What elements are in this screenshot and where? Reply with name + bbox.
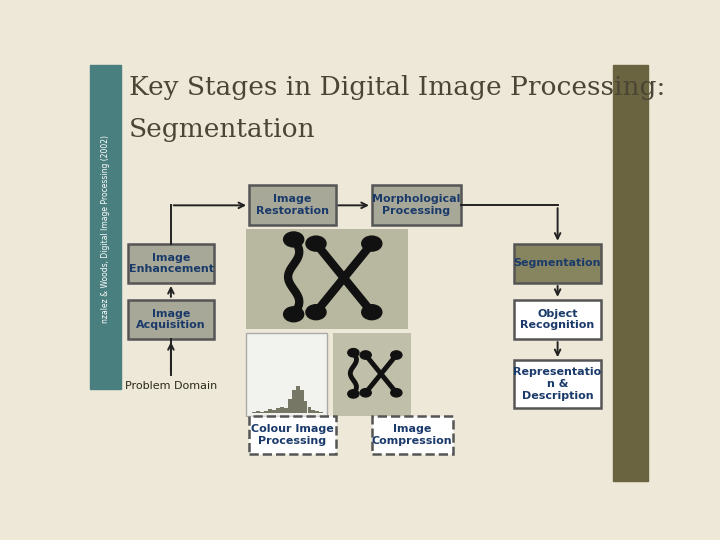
Bar xyxy=(372,185,461,225)
Bar xyxy=(613,65,648,481)
Text: Object
Recognition: Object Recognition xyxy=(521,309,595,330)
Bar xyxy=(128,244,215,283)
Text: Image
Compression: Image Compression xyxy=(372,424,453,446)
Circle shape xyxy=(360,351,372,359)
Text: Image
Acquisition: Image Acquisition xyxy=(136,309,206,330)
Bar xyxy=(514,360,600,408)
Bar xyxy=(256,411,260,413)
Bar xyxy=(333,333,411,416)
Text: Colour Image
Processing: Colour Image Processing xyxy=(251,424,333,446)
Circle shape xyxy=(284,307,304,322)
Circle shape xyxy=(391,389,402,397)
Text: Segmentation: Segmentation xyxy=(129,117,315,142)
Bar xyxy=(246,333,327,416)
Bar xyxy=(249,416,336,454)
Bar xyxy=(246,229,408,329)
Bar xyxy=(292,390,296,413)
Bar xyxy=(514,300,600,339)
Circle shape xyxy=(306,236,326,251)
Text: nzalez & Woods, Digital Image Processing (2002): nzalez & Woods, Digital Image Processing… xyxy=(101,135,109,323)
Bar xyxy=(514,244,600,283)
Bar xyxy=(372,416,453,454)
Bar xyxy=(249,185,336,225)
Bar xyxy=(264,411,268,413)
Text: Problem Domain: Problem Domain xyxy=(125,381,217,391)
Bar xyxy=(253,412,256,413)
Text: Representatio
n &
Description: Representatio n & Description xyxy=(513,367,601,401)
Bar xyxy=(304,401,307,413)
Text: Key Stages in Digital Image Processing:: Key Stages in Digital Image Processing: xyxy=(129,75,665,100)
Bar xyxy=(272,410,276,413)
Bar xyxy=(296,386,300,413)
Bar xyxy=(128,300,215,339)
Bar xyxy=(300,390,304,413)
Circle shape xyxy=(361,305,382,320)
Bar xyxy=(288,399,292,413)
Bar xyxy=(276,408,280,413)
Bar xyxy=(307,407,312,413)
Text: Image
Restoration: Image Restoration xyxy=(256,194,329,216)
Circle shape xyxy=(284,232,304,247)
Bar xyxy=(315,411,319,413)
Text: Segmentation: Segmentation xyxy=(513,258,601,268)
Bar xyxy=(90,65,121,389)
Bar xyxy=(320,412,323,413)
Bar xyxy=(128,375,215,397)
Bar xyxy=(284,408,288,413)
Circle shape xyxy=(348,349,359,357)
Bar xyxy=(280,407,284,413)
Bar xyxy=(260,411,264,413)
Circle shape xyxy=(391,351,402,359)
Bar xyxy=(312,410,315,413)
Circle shape xyxy=(306,305,326,320)
Circle shape xyxy=(348,390,359,398)
Circle shape xyxy=(361,236,382,251)
Text: Image
Enhancement: Image Enhancement xyxy=(129,253,214,274)
Bar xyxy=(268,409,272,413)
Text: Morphological
Processing: Morphological Processing xyxy=(372,194,461,216)
Circle shape xyxy=(360,389,372,397)
